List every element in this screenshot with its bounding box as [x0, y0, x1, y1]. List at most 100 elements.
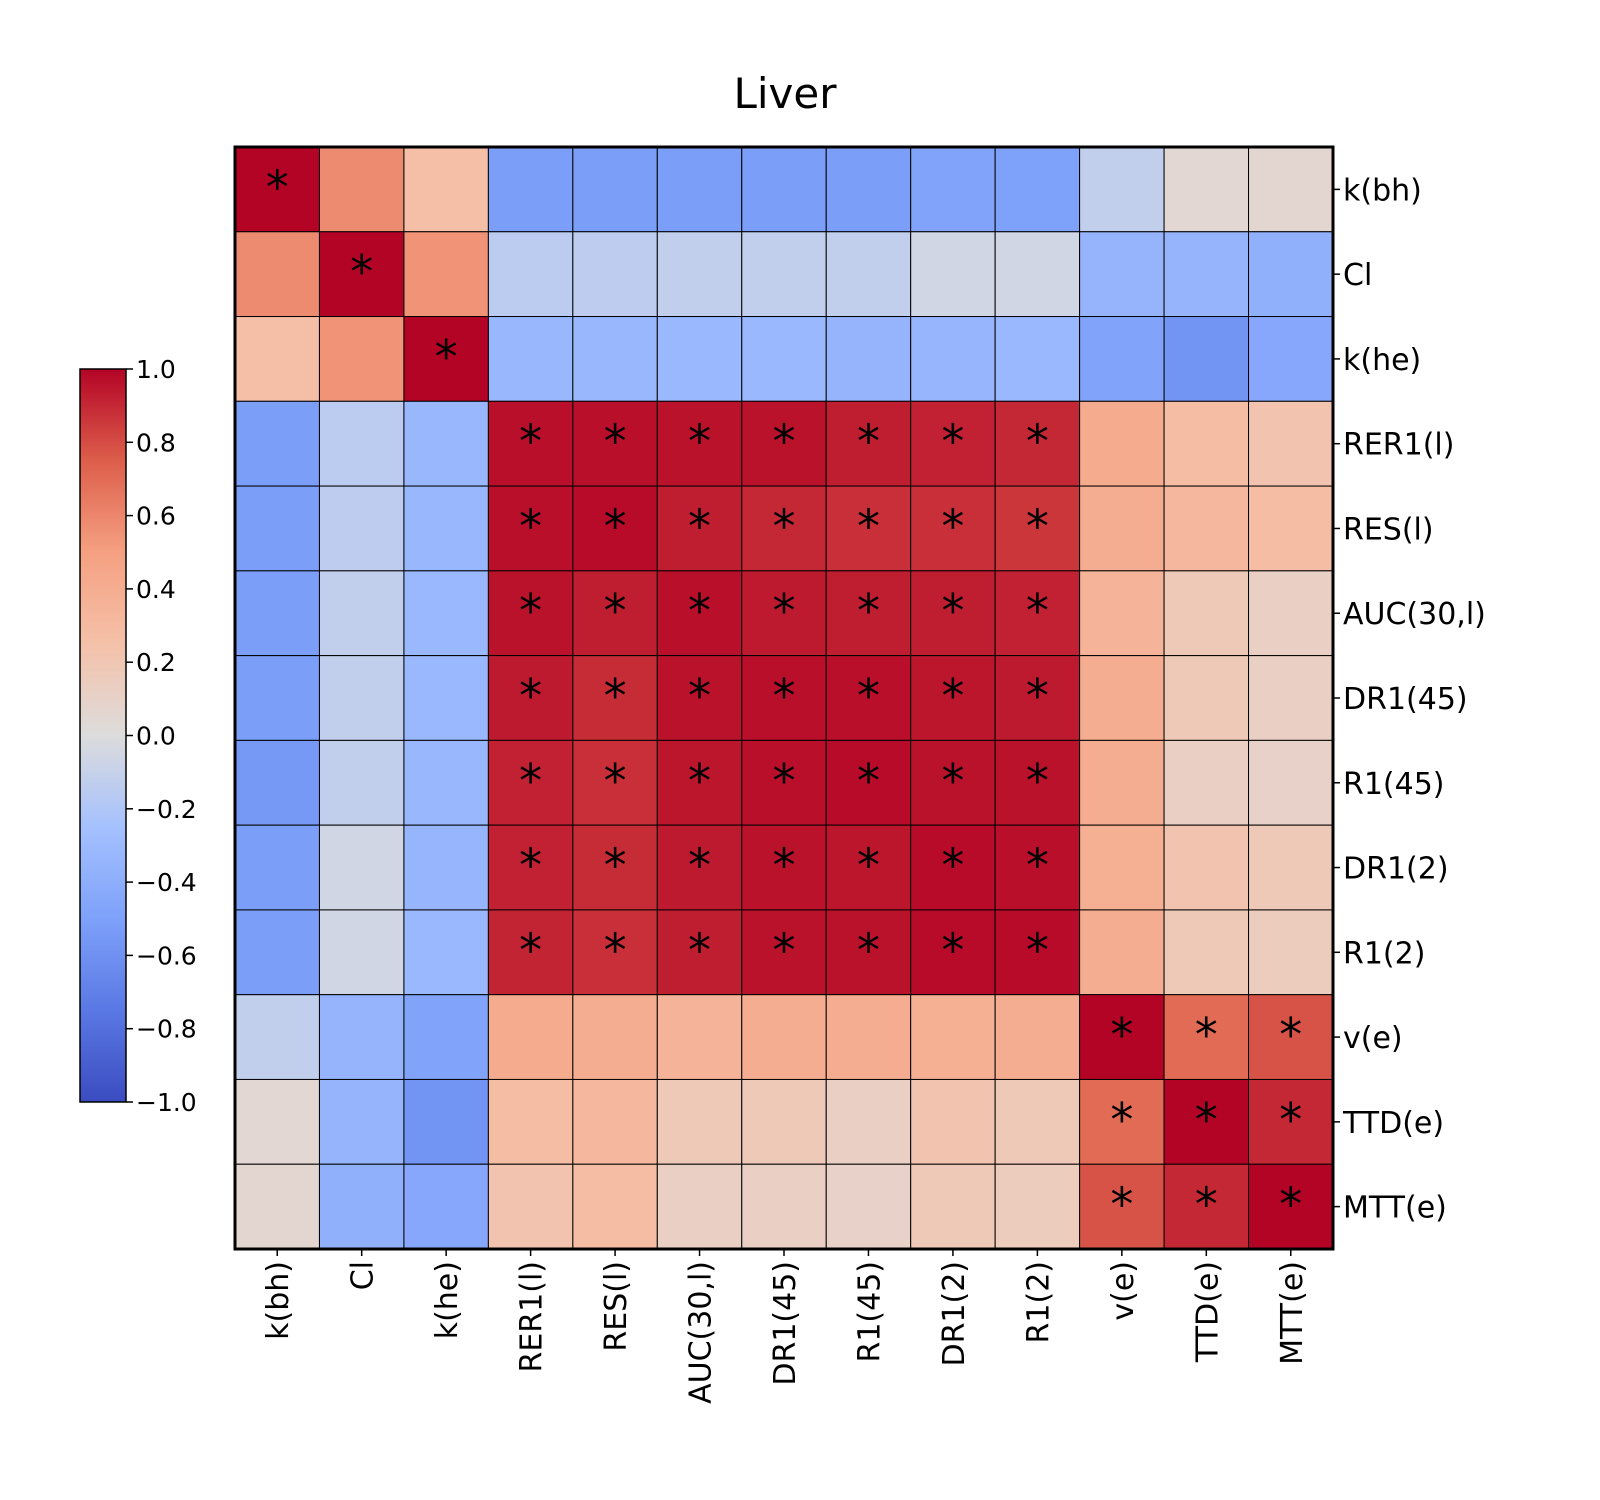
- heatmap-cell: [994, 231, 1081, 318]
- significance-marker: *: [604, 754, 627, 808]
- significance-marker: *: [604, 499, 627, 553]
- heatmap-cell: [234, 824, 320, 911]
- colorbar-tick-label: −0.8: [136, 1015, 197, 1044]
- heatmap-cell: [234, 400, 320, 487]
- heatmap-cell: [656, 400, 743, 487]
- significance-marker: *: [266, 160, 289, 214]
- heatmap-cell: [910, 485, 996, 572]
- heatmap-cell: [318, 655, 405, 741]
- significance-marker: *: [519, 754, 542, 808]
- heatmap-cell: [741, 824, 827, 911]
- colorbar-tick-label: 1.0: [136, 355, 176, 384]
- heatmap-cell: [994, 1163, 1081, 1250]
- heatmap-cell: [572, 739, 658, 826]
- significance-marker: *: [773, 669, 796, 723]
- heatmap-cell: [1163, 739, 1250, 826]
- heatmap-cell: [487, 570, 574, 657]
- heatmap-cell: [1248, 316, 1334, 402]
- heatmap-cell: [234, 909, 320, 996]
- colorbar-tick-label: −0.4: [136, 868, 197, 897]
- heatmap-cell: [910, 231, 996, 318]
- heatmap-cell: [234, 655, 320, 741]
- heatmap-cell: [234, 231, 320, 318]
- heatmap-cell: [487, 316, 574, 402]
- row-label: RES(l): [1343, 512, 1434, 547]
- col-label: R1(45): [852, 1261, 887, 1363]
- significance-marker: *: [350, 245, 373, 299]
- significance-marker: *: [857, 839, 880, 893]
- significance-markers: * * * * * * * * * * * * * * * * * * * * * * * * * * * * * * * * * * * * * * * *…: [266, 160, 1303, 1231]
- heatmap-cell: [487, 824, 574, 911]
- heatmap-cell: [1248, 570, 1334, 657]
- heatmap-cell: [403, 316, 489, 402]
- col-label: v(e): [1106, 1261, 1141, 1321]
- row-label: k(bh): [1343, 173, 1422, 208]
- heatmap-cell: [1248, 146, 1334, 233]
- heatmap-cell: [1163, 485, 1250, 572]
- heatmap-cell: [1248, 400, 1334, 487]
- heatmap-cell: [403, 824, 489, 911]
- row-label: DR1(45): [1343, 682, 1468, 717]
- heatmap-cell: [994, 316, 1081, 402]
- heatmap-cell: [1248, 485, 1334, 572]
- heatmap-cell: [910, 570, 996, 657]
- heatmap-cell: [234, 1078, 320, 1165]
- heatmap-cell: [403, 485, 489, 572]
- colorbar-gradient: [79, 368, 127, 1103]
- row-label: R1(2): [1343, 936, 1425, 971]
- heatmap-cell: [741, 1078, 827, 1165]
- heatmap-cell: [572, 1163, 658, 1250]
- heatmap-cell: [741, 400, 827, 487]
- heatmap-cell: [910, 1078, 996, 1165]
- heatmap-cell: [1163, 655, 1250, 741]
- heatmap-cell: [318, 909, 405, 996]
- heatmap-cell: [403, 231, 489, 318]
- significance-marker: *: [519, 923, 542, 977]
- heatmap-cell: [1079, 570, 1165, 657]
- heatmap-cell: [1163, 231, 1250, 318]
- significance-marker: *: [1026, 839, 1049, 893]
- col-label: MTT(e): [1275, 1261, 1310, 1365]
- col-label: AUC(30,l): [684, 1261, 719, 1404]
- heatmap-cell: [487, 909, 574, 996]
- heatmap-cell: [825, 316, 912, 402]
- heatmap-cell: [234, 1163, 320, 1250]
- significance-marker: *: [688, 415, 711, 469]
- significance-marker: *: [941, 584, 964, 638]
- row-label: v(e): [1343, 1021, 1403, 1056]
- heatmap-cell: [1079, 909, 1165, 996]
- significance-marker: *: [1026, 669, 1049, 723]
- heatmap-cell: [994, 909, 1081, 996]
- heatmap-cell: [656, 146, 743, 233]
- heatmap-cell: [487, 146, 574, 233]
- heatmap-cell: [656, 909, 743, 996]
- significance-marker: *: [519, 669, 542, 723]
- significance-marker: *: [857, 415, 880, 469]
- heatmap-cell: [825, 994, 912, 1080]
- significance-marker: *: [604, 584, 627, 638]
- col-label: DR1(45): [768, 1261, 803, 1386]
- heatmap-cell: [1079, 739, 1165, 826]
- heatmap-cell: [234, 146, 320, 233]
- heatmap-cell: [656, 994, 743, 1080]
- heatmap-cell: [910, 909, 996, 996]
- significance-marker: *: [688, 499, 711, 553]
- row-label: MTT(e): [1343, 1191, 1447, 1226]
- heatmap-cell: [1163, 1078, 1250, 1165]
- row-labels: k(bh) Cl k(he) RER1(l) RES(l) AUC(30,l) DR1(45…: [1333, 173, 1486, 1226]
- significance-marker: *: [857, 669, 880, 723]
- heatmap-cell: [572, 1078, 658, 1165]
- heatmap-cell: [1079, 400, 1165, 487]
- heatmap-cell: [1248, 655, 1334, 741]
- heatmap-cell: [1163, 316, 1250, 402]
- heatmap-cell: [487, 1163, 574, 1250]
- significance-marker: *: [1026, 754, 1049, 808]
- heatmap-cell: [741, 231, 827, 318]
- row-label: DR1(2): [1343, 852, 1449, 887]
- heatmap-cell: [910, 400, 996, 487]
- heatmap-cell: [318, 994, 405, 1080]
- heatmap-cell: [910, 824, 996, 911]
- colorbar-tick-label: 0.4: [136, 575, 176, 604]
- significance-marker: *: [688, 669, 711, 723]
- significance-marker: *: [941, 415, 964, 469]
